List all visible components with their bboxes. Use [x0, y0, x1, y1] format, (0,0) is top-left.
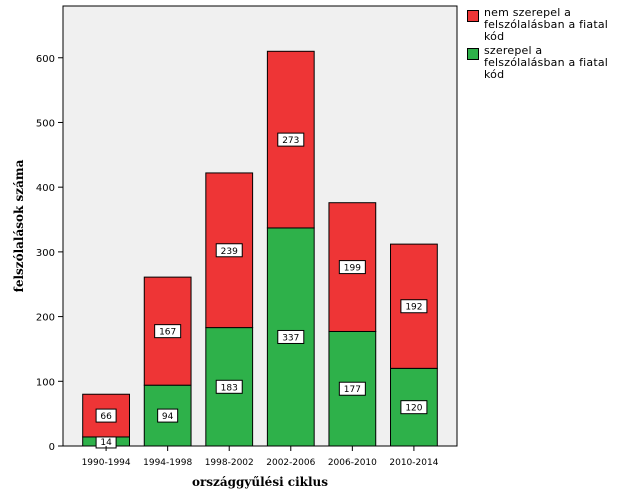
data-label-box: [338, 381, 366, 396]
data-label-box: [157, 408, 179, 423]
y-tick-label: 600: [36, 54, 55, 65]
legend-item: nem szerepel a felszólalásban a fiatal k…: [467, 7, 625, 43]
x-tick-label: 1998-2002: [205, 458, 254, 468]
data-label: 183: [221, 383, 238, 393]
y-tick-label: 100: [36, 377, 55, 388]
legend-item: szerepel a felszólalásban a fiatal kód: [467, 45, 625, 81]
y-tick-label: 0: [49, 442, 55, 453]
data-label: 167: [159, 328, 176, 338]
y-tick-label: 500: [36, 118, 55, 129]
data-label-box: [400, 299, 428, 314]
data-label: 192: [405, 303, 422, 313]
data-label-box: [338, 260, 366, 275]
legend-swatch: [467, 48, 479, 60]
data-label-box: [215, 243, 243, 258]
data-label-box: [277, 329, 305, 344]
x-tick-label: 2006-2010: [328, 458, 377, 468]
x-axis-title: országgyűlési ciklus: [192, 475, 328, 489]
x-tick-label: 2010-2014: [389, 458, 438, 468]
y-tick-label: 300: [36, 248, 55, 259]
y-tick-label: 400: [36, 183, 55, 194]
legend: nem szerepel a felszólalásban a fiatal k…: [467, 7, 625, 83]
legend-label: szerepel a felszólalásban a fiatal kód: [484, 44, 609, 81]
data-label: 177: [344, 385, 361, 395]
data-label: 14: [100, 438, 112, 448]
y-tick-label: 200: [36, 313, 55, 324]
y-axis-title: felszólalások száma: [12, 159, 26, 292]
data-label-box: [400, 400, 428, 415]
data-label-box: [277, 132, 305, 147]
data-label: 337: [282, 333, 299, 343]
x-tick-label: 2002-2006: [266, 458, 315, 468]
data-label: 94: [162, 412, 174, 422]
data-label: 199: [344, 264, 361, 274]
data-label: 120: [405, 404, 422, 414]
data-label-box: [154, 324, 182, 339]
legend-label: nem szerepel a felszólalásban a fiatal k…: [484, 6, 609, 43]
data-label: 273: [282, 136, 299, 146]
data-label: 66: [100, 412, 112, 422]
legend-swatch: [467, 10, 479, 22]
data-label-box: [215, 379, 243, 394]
data-label-box: [95, 408, 117, 423]
x-tick-label: 1990-1994: [82, 458, 131, 468]
x-tick-label: 1994-1998: [143, 458, 192, 468]
data-label: 239: [221, 247, 238, 257]
